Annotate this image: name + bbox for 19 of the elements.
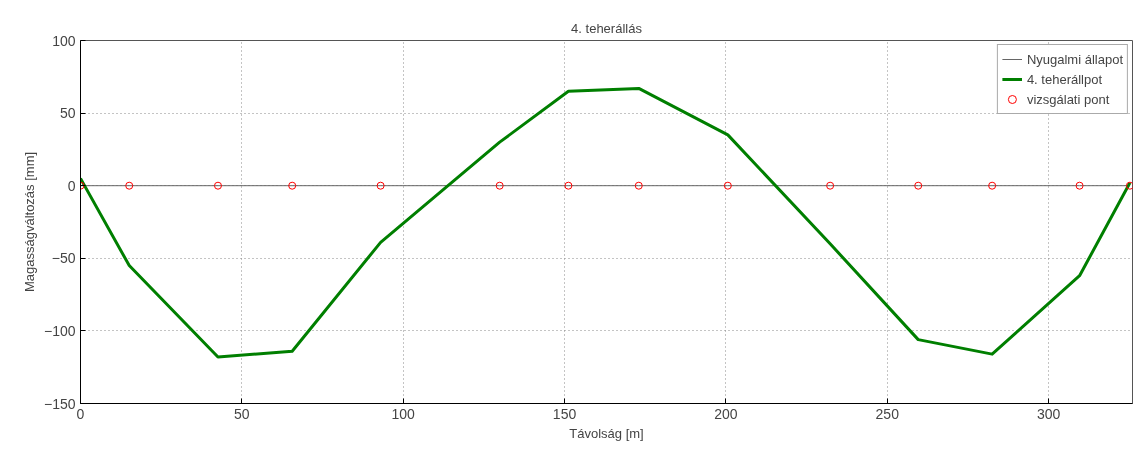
- y-tick-label: 50: [59, 105, 76, 122]
- x-tick-label: 150: [552, 405, 577, 422]
- legend-label: vizsgálati pont: [1026, 90, 1110, 109]
- x-tick-label: 250: [875, 405, 900, 422]
- x-tick-label: 200: [714, 405, 738, 422]
- x-tick-label: 100: [391, 405, 416, 422]
- chart-title: 4. teherállás: [571, 20, 643, 36]
- x-tick-label: 300: [1036, 405, 1061, 422]
- legend-label: Nyugalmi állapot: [1026, 50, 1123, 69]
- y-tick-label: −50: [51, 250, 76, 267]
- legend-label: 4. teherállpot: [1026, 70, 1103, 89]
- y-tick-label: 0: [67, 177, 76, 194]
- y-axis-title: Magasságváltozás [mm]: [21, 151, 37, 293]
- y-tick-label: −150: [43, 395, 76, 412]
- line-series: [80, 86, 1132, 359]
- x-tick-label: 50: [234, 405, 250, 422]
- x-axis-title: Távolság [m]: [569, 425, 644, 441]
- y-tick-label: 100: [52, 32, 76, 49]
- y-tick-label: −100: [43, 322, 76, 339]
